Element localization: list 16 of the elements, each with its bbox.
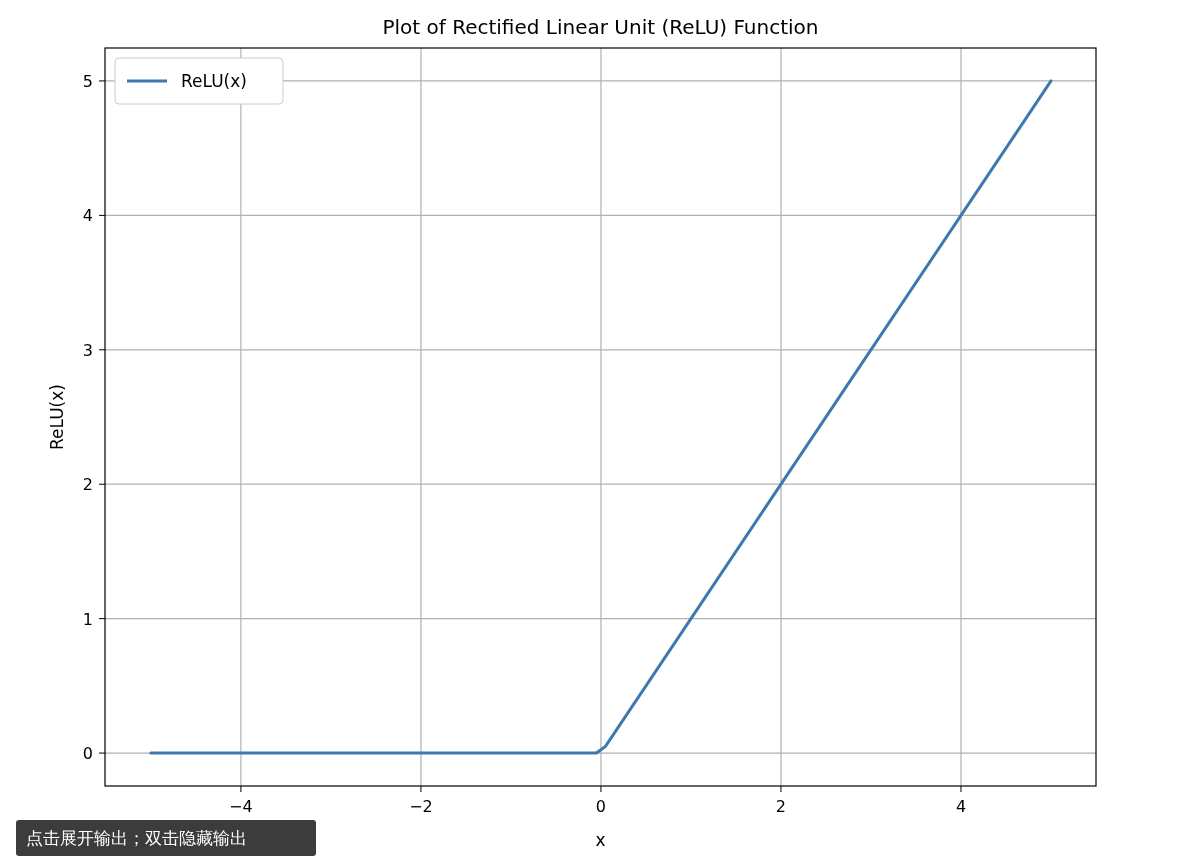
- y-tick-label: 3: [82, 340, 93, 360]
- x-tick-label: −2: [409, 797, 433, 816]
- x-tick-label: 0: [595, 797, 607, 816]
- y-axis-title: ReLU(x): [47, 384, 67, 450]
- y-tick-label: 4: [82, 206, 93, 226]
- y-tick-label: 2: [82, 475, 93, 495]
- chart-title: Plot of Rectified Linear Unit (ReLU) Function: [382, 15, 819, 39]
- x-tick-label: −4: [229, 797, 253, 816]
- text: 点击展开输出；双击隐藏输出: [26, 828, 247, 848]
- x-tick-label: 2: [775, 797, 787, 816]
- x-axis-title: x: [595, 830, 606, 850]
- x-tick-label: 4: [955, 797, 967, 816]
- legend-label: ReLU(x): [181, 71, 247, 91]
- y-tick-label: 1: [82, 609, 93, 629]
- y-tick-label: 0: [82, 744, 93, 764]
- y-tick-label: 5: [82, 71, 93, 91]
